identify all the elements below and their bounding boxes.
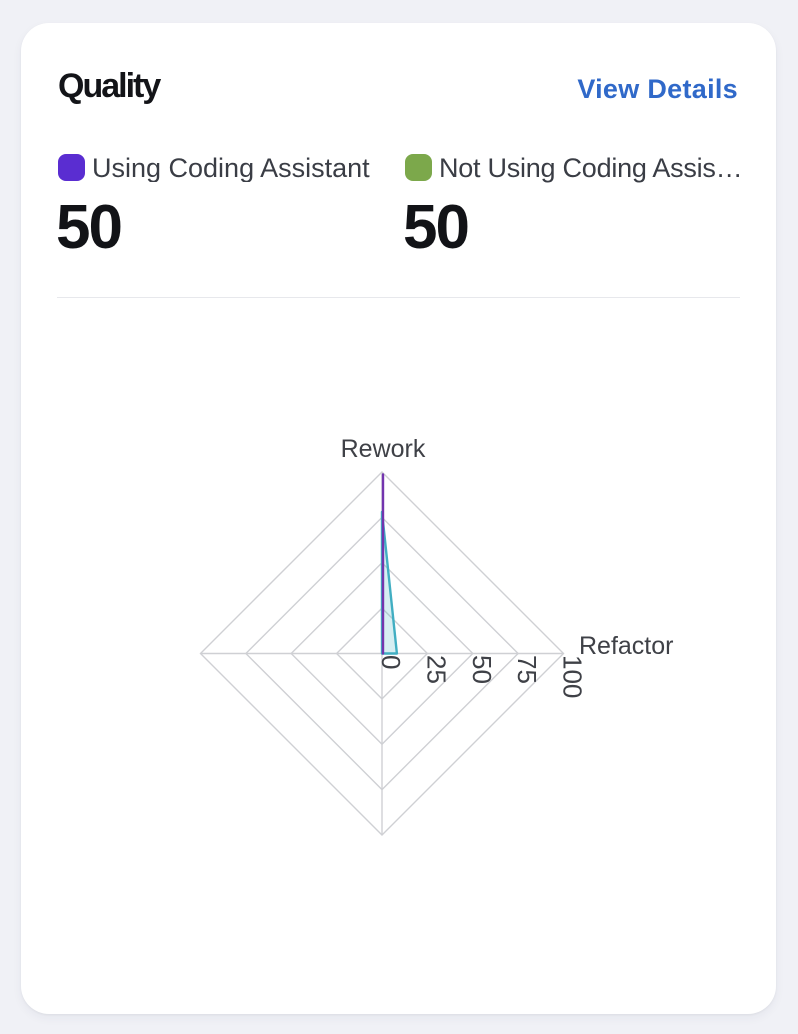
svg-text:25: 25 — [421, 655, 451, 684]
svg-text:75: 75 — [512, 655, 542, 684]
svg-text:50: 50 — [467, 655, 497, 684]
svg-text:Rework: Rework — [341, 435, 426, 463]
svg-text:0: 0 — [376, 655, 406, 669]
svg-text:100: 100 — [558, 655, 588, 698]
svg-text:Refactor: Refactor — [579, 632, 673, 660]
